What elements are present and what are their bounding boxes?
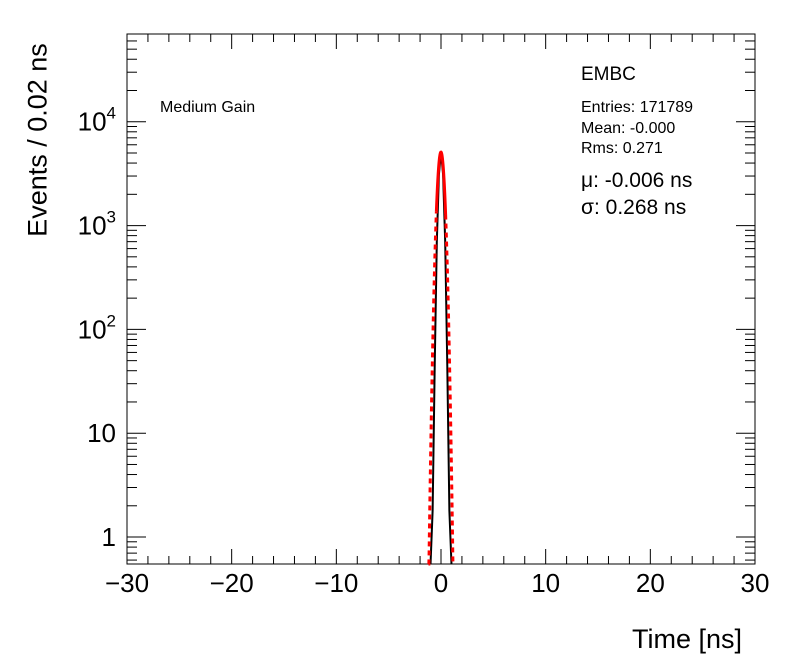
- x-tick-labels: −30 −20 −10 0 10 20 30: [105, 568, 770, 598]
- y-axis-label: Events / 0.02 ns: [22, 43, 53, 237]
- axis-ticks: [126, 33, 756, 564]
- rms-stat: Rms: 0.271: [581, 140, 663, 157]
- mu-value: : -0.006 ns: [593, 169, 693, 192]
- y-tick-labels: 1 10 102 103 104: [78, 104, 116, 552]
- sigma-symbol: σ: [581, 196, 594, 219]
- y-tick-label: 103: [78, 208, 116, 241]
- partition-label: EMBC: [581, 64, 636, 85]
- y-tick-label: 1: [102, 522, 116, 552]
- fit-tail-right: [444, 214, 455, 566]
- x-tick-label: 10: [531, 568, 560, 598]
- histogram-series: [429, 152, 453, 565]
- sigma-stat: σ: 0.268 ns: [581, 196, 686, 220]
- fit-tail-left: [427, 211, 438, 566]
- y-tick-label: 10: [87, 418, 116, 448]
- y-tick-label: 102: [78, 311, 116, 344]
- x-tick-label: −10: [314, 568, 358, 598]
- x-tick-label: 30: [741, 568, 770, 598]
- x-axis-label: Time [ns]: [632, 624, 743, 654]
- sigma-value: : 0.268 ns: [593, 196, 687, 219]
- x-tick-label: 0: [434, 568, 448, 598]
- entries-stat: Entries: 171789: [581, 99, 694, 116]
- mu-stat: μ: -0.006 ns: [581, 169, 692, 193]
- mean-stat: Mean: -0.000: [581, 120, 676, 137]
- x-tick-label: 20: [636, 568, 665, 598]
- y-tick-label: 104: [78, 104, 116, 137]
- x-tick-label: −30: [105, 568, 149, 598]
- fit-core-line: [434, 150, 448, 215]
- mu-symbol: μ: [581, 169, 594, 192]
- x-tick-label: −20: [210, 568, 254, 598]
- data-series: [427, 150, 455, 566]
- gain-label: Medium Gain: [160, 99, 256, 116]
